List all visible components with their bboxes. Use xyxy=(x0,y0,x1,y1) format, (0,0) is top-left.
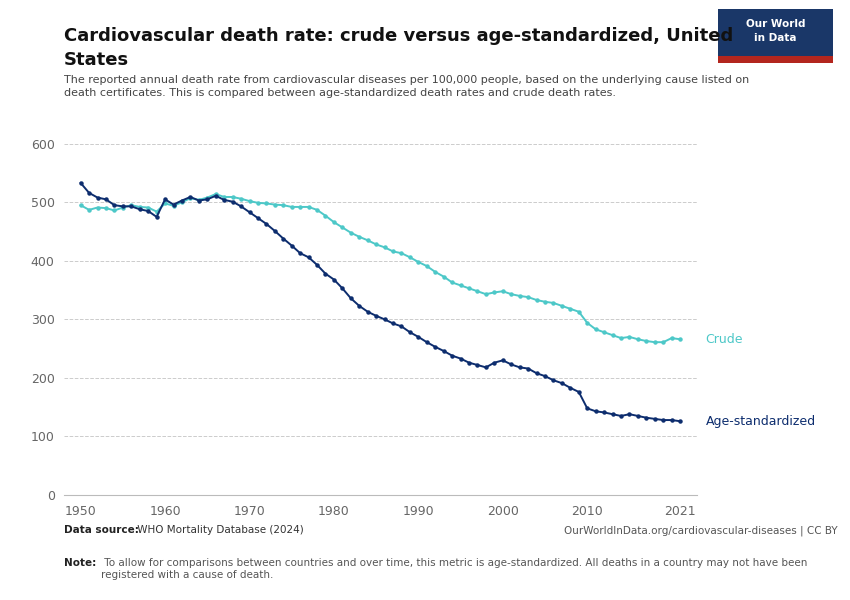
FancyBboxPatch shape xyxy=(718,9,833,63)
Text: in Data: in Data xyxy=(755,33,796,43)
Text: Our World: Our World xyxy=(746,19,805,29)
Text: Note:: Note: xyxy=(64,558,96,568)
Text: WHO Mortality Database (2024): WHO Mortality Database (2024) xyxy=(134,525,304,535)
Text: Data source:: Data source: xyxy=(64,525,139,535)
FancyBboxPatch shape xyxy=(718,56,833,63)
Text: Age-standardized: Age-standardized xyxy=(706,415,816,428)
Text: Crude: Crude xyxy=(706,333,743,346)
Text: Cardiovascular death rate: crude versus age-standardized, United: Cardiovascular death rate: crude versus … xyxy=(64,27,733,45)
Text: The reported annual death rate from cardiovascular diseases per 100,000 people, : The reported annual death rate from card… xyxy=(64,75,749,98)
Text: To allow for comparisons between countries and over time, this metric is age-sta: To allow for comparisons between countri… xyxy=(101,558,808,580)
Text: OurWorldInData.org/cardiovascular-diseases | CC BY: OurWorldInData.org/cardiovascular-diseas… xyxy=(564,525,837,535)
Text: States: States xyxy=(64,51,129,69)
